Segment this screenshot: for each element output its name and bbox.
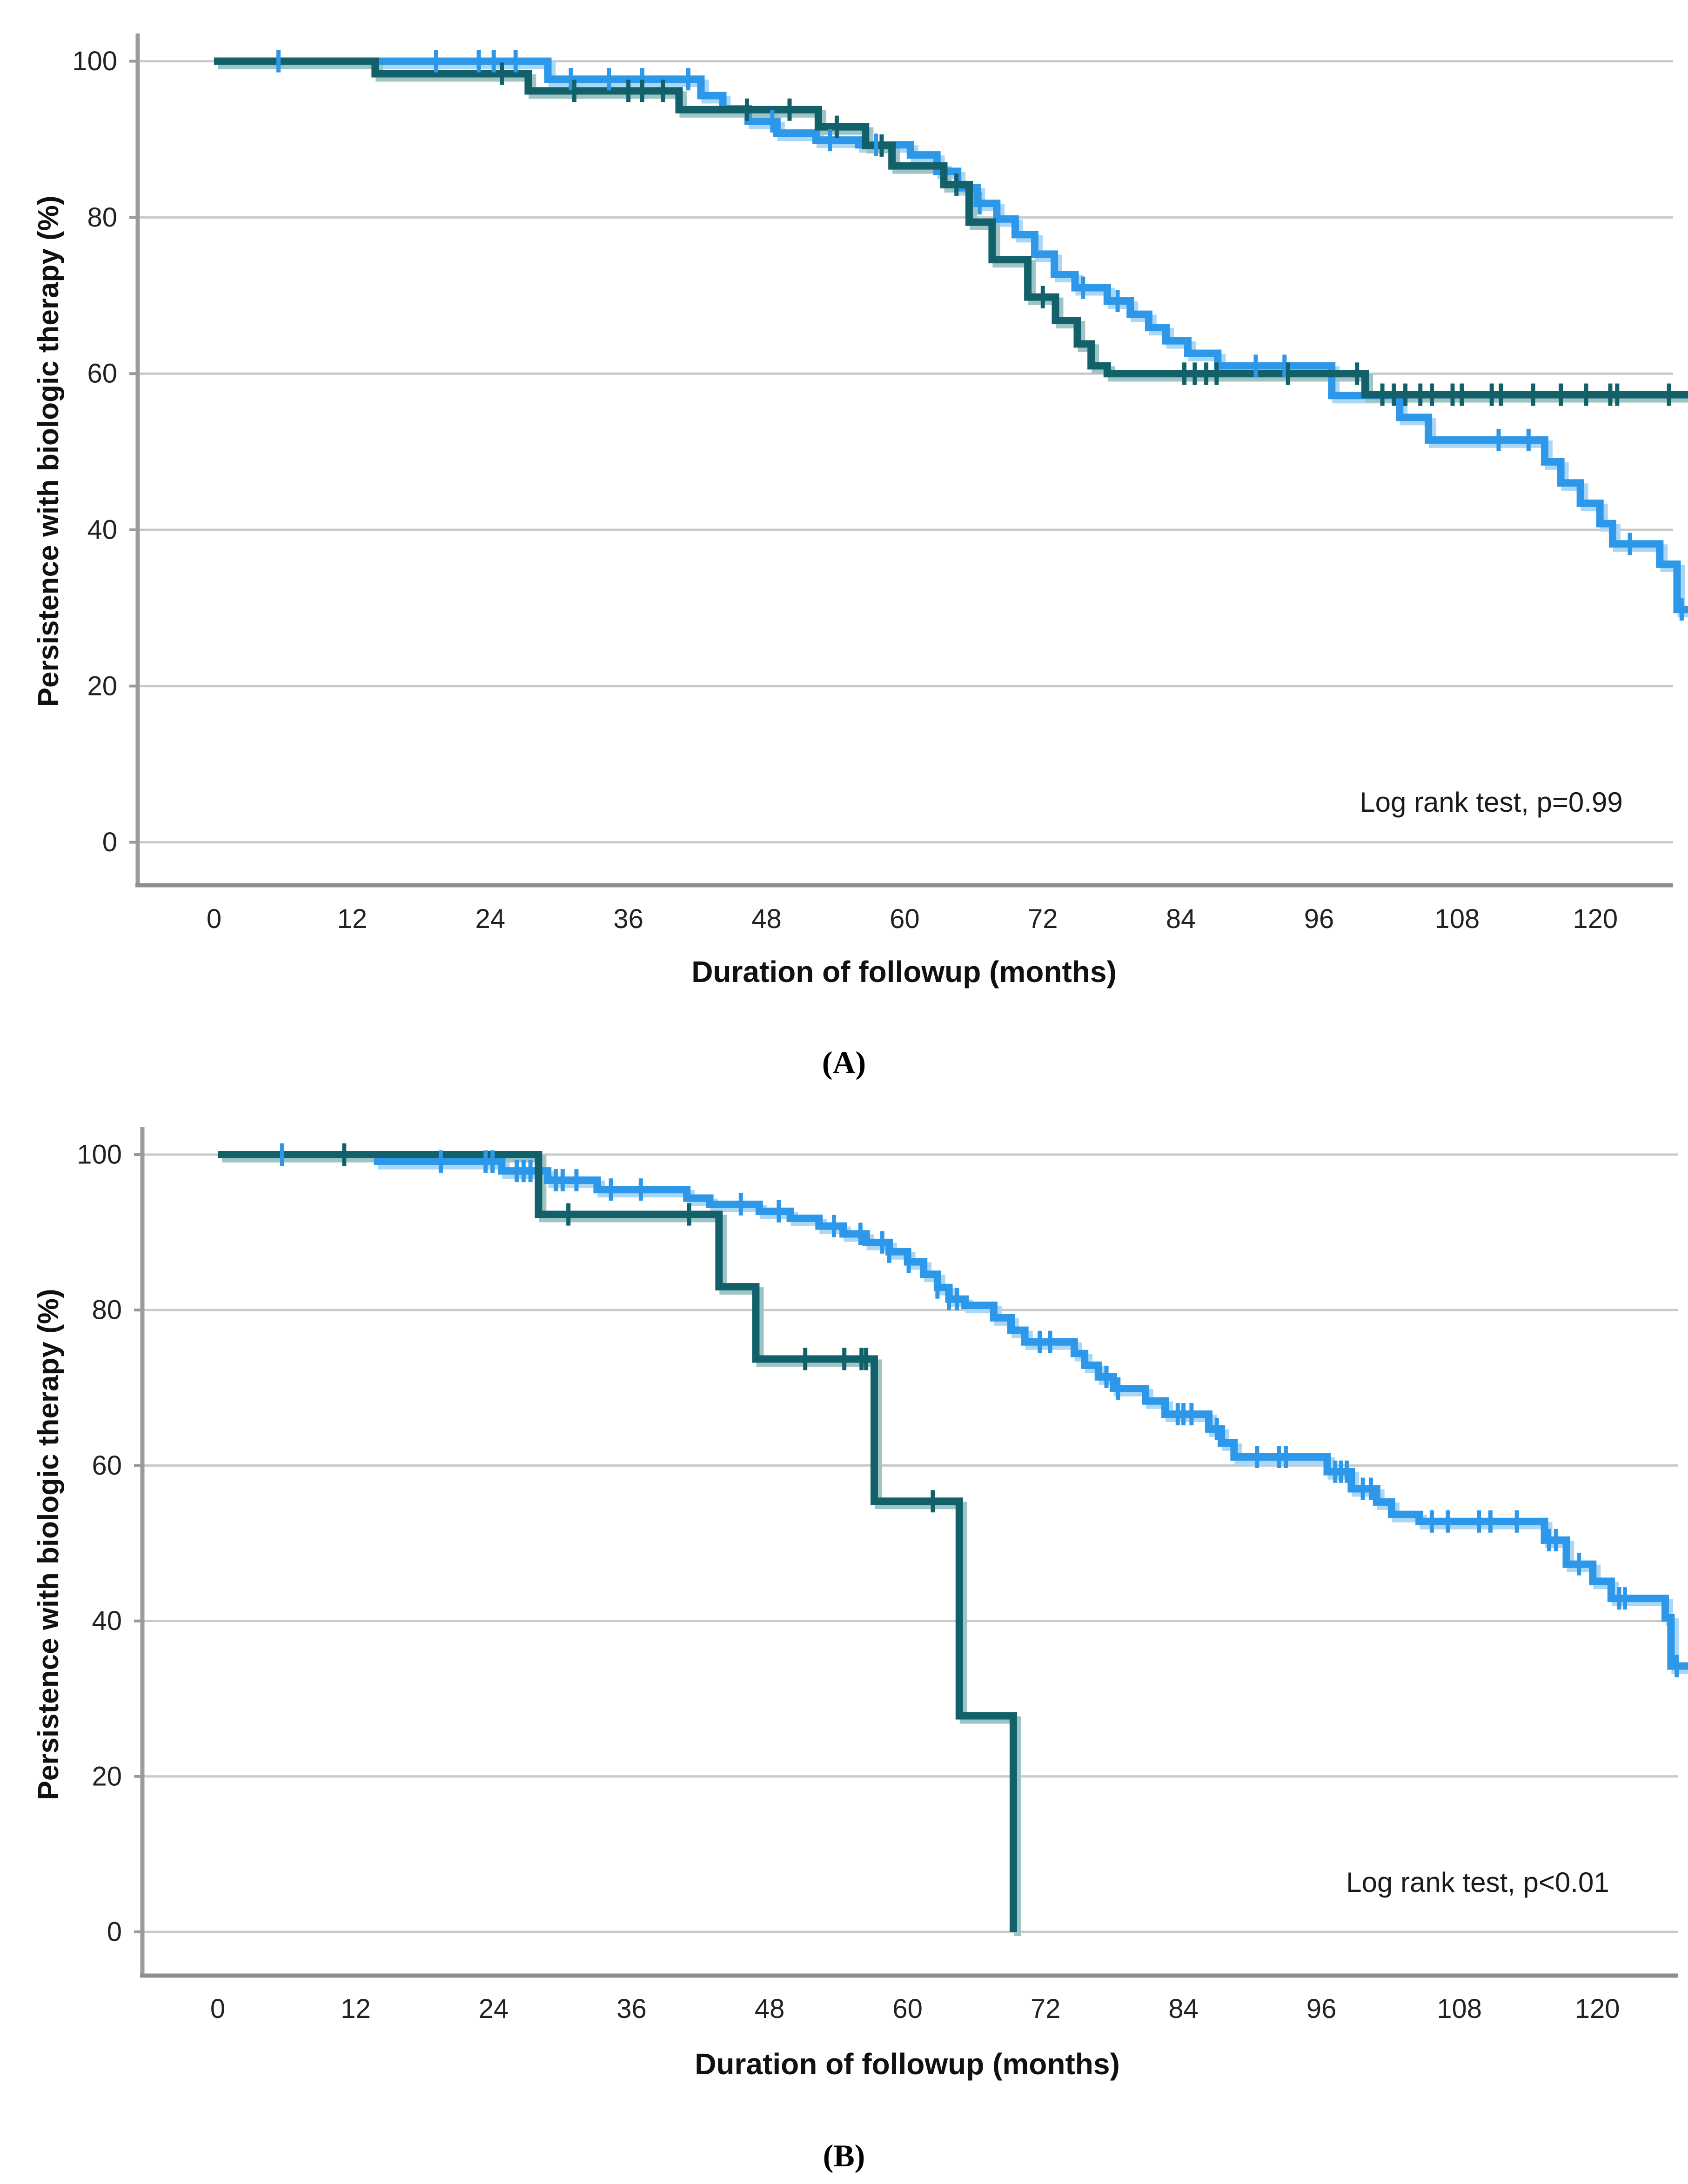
km-curve-halo-group-2-dark-teal bbox=[218, 61, 1688, 403]
y-tick-label: 60 bbox=[92, 1450, 122, 1481]
panel-b-caption: (B) bbox=[823, 2138, 865, 2173]
y-tick-label: 40 bbox=[92, 1606, 122, 1636]
x-tick-label: 48 bbox=[751, 904, 782, 934]
panel-a-x-axis-label: Duration of followup (months) bbox=[691, 955, 1117, 988]
y-tick-label: 0 bbox=[107, 1917, 122, 1947]
y-tick-label: 0 bbox=[102, 827, 117, 857]
km-curve-group-2-dark-teal bbox=[218, 1151, 1017, 1932]
y-tick-label: 20 bbox=[92, 1761, 122, 1791]
x-tick-label: 108 bbox=[1435, 904, 1480, 934]
y-tick-label: 60 bbox=[87, 359, 117, 389]
x-tick-label: 24 bbox=[476, 904, 506, 934]
y-tick-label: 80 bbox=[87, 202, 117, 233]
x-tick-label: 0 bbox=[210, 1994, 225, 2024]
panel-a-y-axis-label: Persistence with biologic therapy (%) bbox=[33, 195, 65, 707]
y-tick-label: 100 bbox=[72, 46, 117, 76]
km-curve-group-1-light-blue bbox=[218, 1151, 1688, 1670]
panel-b-y-axis-label: Persistence with biologic therapy (%) bbox=[33, 1289, 65, 1800]
x-tick-label: 120 bbox=[1573, 904, 1618, 934]
panel-b-x-axis-label: Duration of followup (months) bbox=[695, 2047, 1120, 2081]
x-tick-label: 96 bbox=[1304, 904, 1334, 934]
panel-b-logrank-annotation: Log rank test, p<0.01 bbox=[1346, 1867, 1609, 1898]
x-tick-label: 84 bbox=[1168, 1994, 1199, 2024]
y-tick-label: 80 bbox=[92, 1295, 122, 1325]
x-tick-label: 48 bbox=[755, 1994, 785, 2024]
panel-a-logrank-annotation: Log rank test, p=0.99 bbox=[1360, 787, 1623, 818]
y-tick-label: 20 bbox=[87, 671, 117, 701]
panel-a-caption: (A) bbox=[822, 1045, 866, 1080]
x-tick-label: 72 bbox=[1031, 1994, 1061, 2024]
km-curve-halo-group-2-dark-teal bbox=[222, 1155, 1021, 1936]
x-tick-label: 12 bbox=[337, 904, 368, 934]
km-curve-group-2-dark-teal bbox=[214, 57, 1688, 399]
x-tick-label: 84 bbox=[1166, 904, 1196, 934]
y-tick-label: 40 bbox=[87, 515, 117, 545]
km-curve-halo-group-1-light-blue bbox=[218, 61, 1688, 618]
x-tick-label: 12 bbox=[341, 1994, 371, 2024]
x-tick-label: 72 bbox=[1028, 904, 1058, 934]
km-curve-group-1-light-blue bbox=[214, 57, 1688, 614]
x-tick-label: 24 bbox=[479, 1994, 509, 2024]
y-tick-label: 100 bbox=[77, 1140, 122, 1170]
x-tick-label: 60 bbox=[892, 1994, 923, 2024]
x-tick-label: 120 bbox=[1575, 1994, 1620, 2024]
x-tick-label: 0 bbox=[207, 904, 221, 934]
x-tick-label: 36 bbox=[613, 904, 643, 934]
x-tick-label: 108 bbox=[1437, 1994, 1482, 2024]
x-tick-label: 36 bbox=[616, 1994, 647, 2024]
x-tick-label: 60 bbox=[890, 904, 920, 934]
km-curve-halo-group-1-light-blue bbox=[222, 1155, 1688, 1674]
x-tick-label: 96 bbox=[1306, 1994, 1337, 2024]
